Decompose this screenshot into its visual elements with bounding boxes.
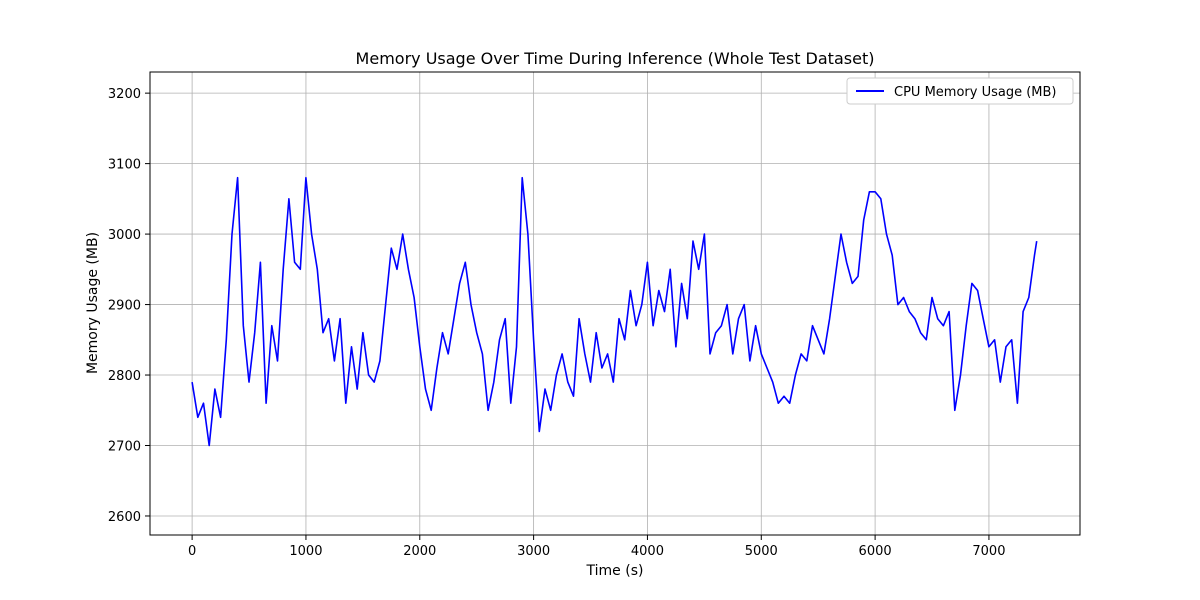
y-tick-label: 2700 bbox=[108, 440, 141, 455]
x-tick-label: 0 bbox=[188, 544, 196, 559]
plot-frame bbox=[149, 71, 1081, 536]
series-line bbox=[191, 176, 1038, 447]
x-tick-label: 3000 bbox=[517, 544, 550, 559]
series-layer bbox=[191, 176, 1038, 447]
y-tick-label: 2600 bbox=[108, 510, 141, 525]
y-axis: 2600 2700 2800 2900 3000 3100 3200 bbox=[108, 87, 150, 525]
y-tick-label: 3200 bbox=[108, 87, 141, 102]
grid bbox=[150, 72, 1080, 535]
x-tick-label: 1000 bbox=[289, 544, 322, 559]
legend: CPU Memory Usage (MB) bbox=[846, 77, 1074, 105]
y-axis-label: Memory Usage (MB) bbox=[85, 232, 101, 374]
y-tick-label: 2800 bbox=[108, 369, 141, 384]
x-tick-label: 2000 bbox=[403, 544, 436, 559]
plot-area bbox=[150, 72, 1080, 535]
x-tick-label: 5000 bbox=[745, 544, 778, 559]
x-tick-label: 6000 bbox=[859, 544, 892, 559]
y-tick-label: 3100 bbox=[108, 158, 141, 173]
x-tick-label: 7000 bbox=[972, 544, 1005, 559]
x-axis: 0 1000 2000 3000 4000 5000 6000 7000 bbox=[188, 535, 1005, 559]
legend-box bbox=[846, 77, 1074, 105]
y-tick-label: 2900 bbox=[108, 299, 141, 314]
legend-label: CPU Memory Usage (MB) bbox=[894, 85, 1056, 100]
y-tick-label: 3000 bbox=[108, 228, 141, 243]
chart-title: Memory Usage Over Time During Inference … bbox=[356, 49, 875, 68]
x-tick-label: 4000 bbox=[631, 544, 664, 559]
x-axis-label: Time (s) bbox=[586, 563, 644, 579]
